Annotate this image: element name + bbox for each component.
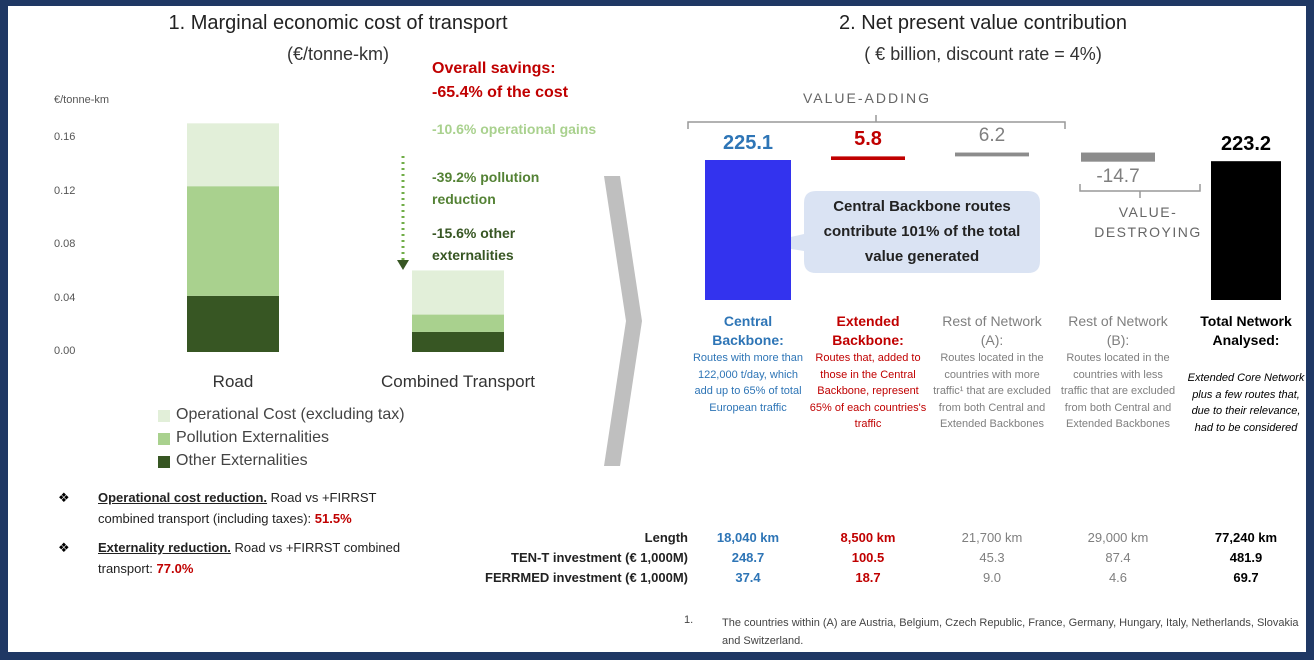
text-run: 77.0%: [156, 561, 194, 576]
y-tick-label: 0.00: [54, 345, 76, 357]
x-tick-label: Combined Transport: [380, 372, 536, 391]
category-name: Extended Backbone:: [832, 313, 904, 348]
value-destroying-bracket: [1079, 184, 1201, 198]
callout-text: Central Backbone routes contribute 101% …: [823, 198, 1021, 265]
bar-segment: [187, 186, 279, 296]
x-tick-label: Road: [212, 372, 254, 391]
category-name: Total Network Analysed:: [1200, 313, 1292, 348]
category-description: Routes located in the countries with mor…: [933, 352, 1051, 430]
category-name: Rest of Network (A):: [942, 313, 1042, 348]
legend-label: Pollution Externalities: [176, 429, 329, 446]
table-cell: 45.3: [979, 550, 1005, 565]
table-cell: 37.4: [735, 570, 761, 585]
table-cell: 481.9: [1229, 550, 1263, 565]
table-cell: 77,240 km: [1214, 530, 1278, 545]
legend-swatch: [158, 410, 170, 422]
bar-segment: [187, 123, 279, 187]
table-row-label: Length: [644, 530, 688, 545]
table-cell: 248.7: [731, 550, 765, 565]
footnote-text: The countries within (A) are Austria, Be…: [722, 617, 1299, 647]
category-name: Central Backbone:: [712, 313, 784, 348]
chart-title: 2. Net present value contribution: [839, 12, 1127, 34]
value-label: -14.7: [1096, 165, 1140, 187]
bullet-text: Externality reduction. Road vs +FIRRST c…: [98, 537, 428, 579]
category-description: Extended Core Network plus a few routes …: [1187, 372, 1305, 434]
text-run: Externality reduction.: [98, 540, 231, 555]
y-tick-label: 0.12: [54, 184, 76, 197]
table-cell: 18,040 km: [716, 530, 780, 545]
bar-segment: [412, 314, 504, 332]
table-cell: 100.5: [851, 550, 885, 565]
category-description: Routes that, added to those in the Centr…: [809, 352, 927, 430]
waterfall-bar: [1211, 161, 1281, 300]
annotation: -10.6% operational gains: [432, 121, 597, 137]
legend-swatch: [158, 433, 170, 445]
annotation: -65.4% of the cost: [432, 84, 569, 101]
y-axis-label: €/tonne-km: [54, 94, 110, 106]
y-tick-label: 0.08: [54, 238, 76, 251]
table-cell: 8,500 km: [840, 530, 896, 545]
waterfall-bar: [831, 156, 905, 160]
category-description: Routes located in the countries with les…: [1060, 352, 1176, 430]
annotation: VALUE-ADDING: [803, 90, 931, 106]
bar-segment: [412, 270, 504, 315]
text-run: 51.5%: [314, 511, 352, 526]
table-row-label: FERRMED investment (€ 1,000M): [485, 570, 688, 585]
table-cell: 87.4: [1105, 550, 1131, 565]
waterfall-bar: [955, 152, 1029, 157]
table-cell: 29,000 km: [1087, 530, 1149, 545]
y-tick-label: 0.16: [54, 131, 76, 144]
category-description: Routes with more than 122,000 t/day, whi…: [692, 352, 804, 414]
bar-segment: [412, 331, 504, 352]
chart-subtitle: ( € billion, discount rate = 4%): [864, 44, 1102, 64]
annotation: -39.2% pollution reduction: [432, 169, 540, 207]
legend-swatch: [158, 456, 170, 468]
bar-segment: [187, 295, 279, 352]
legend-label: Other Externalities: [176, 452, 308, 469]
value-label: 5.8: [854, 128, 882, 151]
annotation: VALUE-DESTROYING: [1094, 204, 1202, 240]
footnote-marker: 1.: [684, 614, 694, 626]
callout-box: [760, 191, 1040, 273]
text-run: Road vs +FIRRST combined transport:: [98, 540, 401, 576]
bullet-text: Operational cost reduction. Road vs +FIR…: [98, 487, 428, 529]
chart-title: 1. Marginal economic cost of transport: [168, 12, 508, 34]
table-cell: 4.6: [1108, 570, 1128, 585]
annotation: -15.6% other externalities: [432, 225, 516, 263]
chart-subtitle: (€/tonne-km): [286, 44, 390, 64]
table-row-label: TEN-T investment (€ 1,000M): [511, 550, 688, 565]
table-cell: 69.7: [1233, 570, 1259, 585]
y-tick-label: 0.04: [54, 291, 76, 304]
value-adding-bracket: [687, 115, 1066, 129]
bullet-icon: ❖: [58, 490, 70, 505]
value-label: 6.2: [978, 124, 1006, 146]
value-label: 223.2: [1220, 133, 1272, 156]
value-label: 225.1: [722, 132, 774, 154]
legend-label: Operational Cost (excluding tax): [176, 406, 405, 423]
text-run: Road vs +FIRRST combined transport (incl…: [98, 490, 377, 526]
chevron-arrow: [604, 176, 642, 466]
bullet-icon: ❖: [58, 540, 70, 555]
waterfall-bar: [705, 160, 791, 300]
savings-arrow-head: [397, 260, 409, 270]
table-cell: 21,700 km: [961, 530, 1023, 545]
text-run: Operational cost reduction.: [98, 490, 268, 505]
slide: 1. Marginal economic cost of transport (€…: [8, 6, 1306, 652]
waterfall-bar: [1081, 152, 1155, 162]
category-name: Rest of Network (B):: [1068, 313, 1168, 348]
annotation: Overall savings:: [432, 60, 556, 77]
table-cell: 18.7: [855, 570, 881, 585]
table-cell: 9.0: [982, 570, 1002, 585]
chart-canvas: [158, 115, 1281, 468]
